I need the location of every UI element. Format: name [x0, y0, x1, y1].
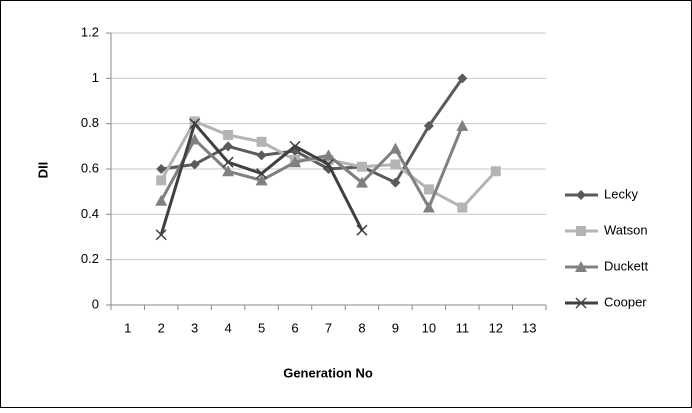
data-point [457, 73, 468, 84]
legend-label: Cooper [604, 294, 647, 309]
data-point [222, 156, 234, 168]
data-point [289, 140, 301, 152]
data-point [423, 184, 434, 195]
y-tick-label: 0.8 [81, 115, 99, 130]
data-point [256, 150, 267, 161]
data-point [356, 161, 367, 172]
x-tick-label: 2 [158, 320, 165, 335]
data-point [422, 201, 435, 213]
data-point [256, 168, 268, 180]
data-point [322, 149, 335, 161]
x-tick-label: 3 [191, 320, 198, 335]
data-point [390, 159, 401, 170]
x-tick-label: 12 [489, 320, 503, 335]
data-point [155, 229, 167, 241]
data-point [423, 120, 434, 131]
data-point [188, 133, 201, 145]
data-point [356, 224, 368, 236]
x-tick-label: 5 [258, 320, 265, 335]
y-axis-label: DII [35, 162, 50, 179]
x-tick-label: 6 [291, 320, 298, 335]
data-point [156, 164, 167, 174]
y-tick-label: 0.4 [81, 206, 99, 221]
legend-label: Lecky [604, 186, 638, 201]
x-tick-label: 8 [358, 320, 365, 335]
data-point [189, 118, 201, 130]
data-point [457, 202, 468, 213]
data-point [189, 159, 200, 170]
x-tick-label: 13 [522, 320, 536, 335]
data-point [355, 176, 368, 188]
data-point [389, 142, 402, 154]
y-tick-label: 0.6 [81, 160, 99, 175]
data-point [390, 177, 401, 188]
x-tick-label: 1 [124, 320, 131, 335]
y-tick-label: 0 [92, 296, 99, 311]
y-tick-label: 1 [92, 70, 99, 85]
data-point [322, 158, 335, 170]
legend-marker [575, 261, 587, 272]
x-tick-label: 9 [392, 320, 399, 335]
x-tick-label: 7 [325, 320, 332, 335]
legend-label: Watson [604, 222, 648, 237]
legend-marker [576, 226, 586, 236]
x-tick-label: 10 [422, 320, 436, 335]
x-tick-label: 11 [456, 320, 470, 335]
legend-label: Duckett [604, 258, 648, 273]
x-axis-label: Generation No [283, 365, 373, 380]
data-point [456, 119, 469, 131]
data-point [255, 174, 268, 186]
x-tick-label: 4 [224, 320, 231, 335]
data-point [490, 166, 501, 177]
series-line [159, 125, 464, 211]
legend-marker [576, 190, 586, 200]
data-point [256, 136, 267, 147]
y-tick-label: 0.2 [81, 251, 99, 266]
data-point [289, 156, 302, 168]
data-point [223, 141, 234, 152]
y-tick-label: 1.2 [81, 24, 99, 39]
data-point [155, 194, 168, 206]
legend-marker [575, 297, 587, 309]
data-point [156, 175, 167, 186]
data-point [222, 165, 235, 177]
data-point [223, 130, 234, 140]
